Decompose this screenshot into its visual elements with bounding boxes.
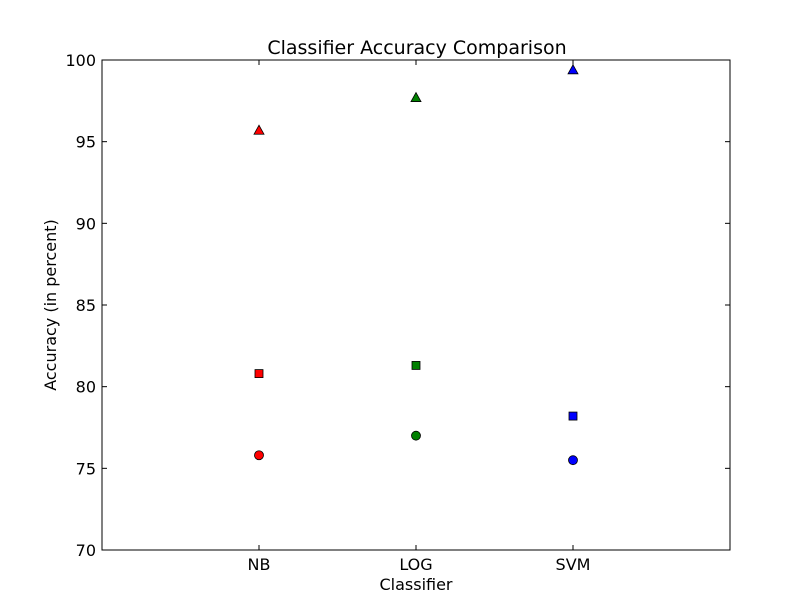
data-point-circle-log xyxy=(411,430,421,441)
data-point-square-log xyxy=(411,361,421,370)
y-tick-label: 100 xyxy=(65,51,96,70)
plot-area xyxy=(101,59,731,551)
y-tick-label: 80 xyxy=(76,378,96,397)
data-point-triangle-log xyxy=(410,91,422,102)
data-point-triangle-nb xyxy=(253,124,265,135)
data-point-triangle-svm xyxy=(567,63,579,75)
data-points xyxy=(253,63,579,466)
data-point-circle-svm xyxy=(568,455,578,466)
y-tick-label: 90 xyxy=(76,214,96,233)
chart-title: Classifier Accuracy Comparison xyxy=(267,37,566,59)
y-tick-label: 75 xyxy=(76,459,96,478)
x-tick-label: NB xyxy=(248,555,271,574)
y-axis-title: Accuracy (in percent) xyxy=(41,219,60,391)
y-tick-label: 85 xyxy=(76,296,96,315)
y-tick-label: 70 xyxy=(76,541,96,560)
data-point-square-nb xyxy=(254,369,264,379)
data-point-circle-nb xyxy=(254,450,264,461)
x-axis: NB LOG SVM xyxy=(248,60,591,574)
x-tick-label: LOG xyxy=(399,555,432,574)
y-axis: 70 75 80 85 90 95 100 xyxy=(65,51,730,560)
x-tick-label: SVM xyxy=(556,555,591,574)
data-point-square-svm xyxy=(568,411,578,421)
y-tick-label: 95 xyxy=(76,133,96,152)
x-axis-title: Classifier xyxy=(379,575,452,594)
